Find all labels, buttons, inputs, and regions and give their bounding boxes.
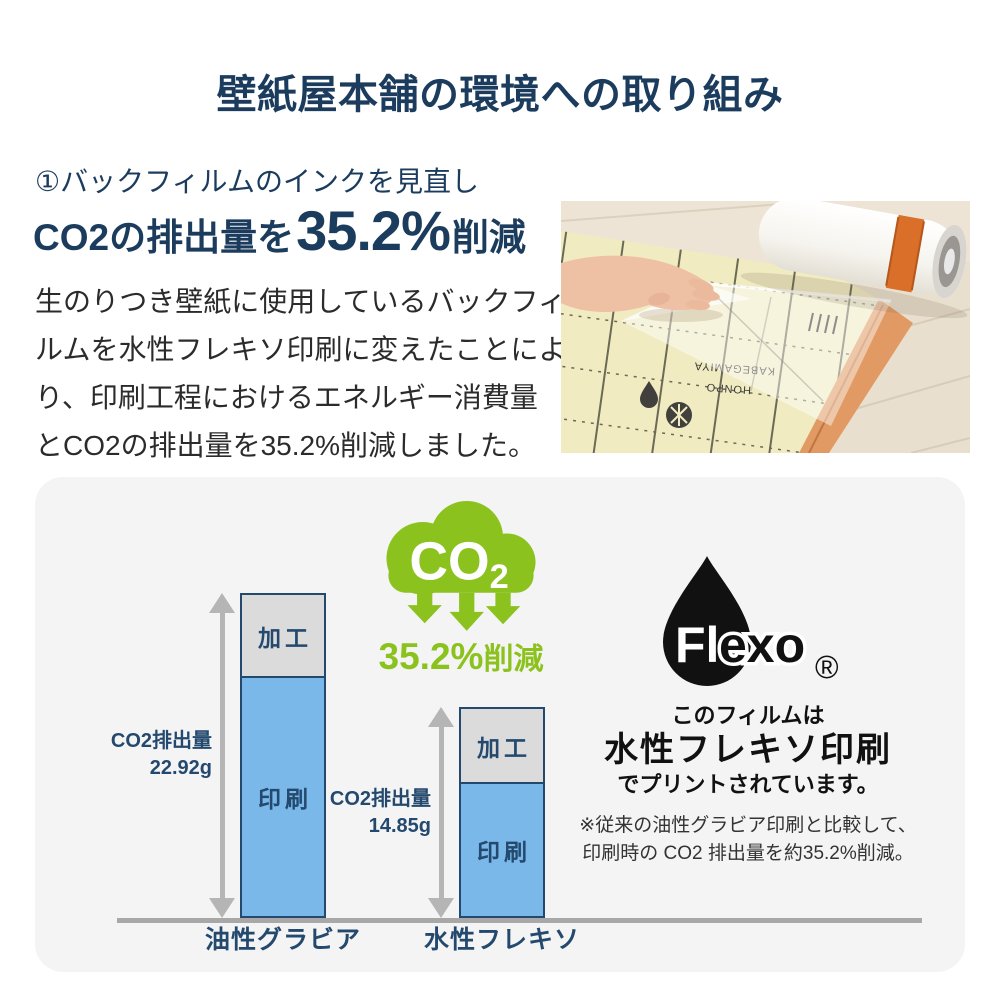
co2-cloud-sub: 2 xyxy=(490,558,509,596)
svg-text:CO2: CO2 xyxy=(409,532,508,596)
flexo-logo: Fl exo ® xyxy=(663,556,839,686)
category-label: 水性フレキソ xyxy=(423,926,580,954)
stat-suffix: 削減 xyxy=(451,217,526,258)
co2-cloud-text: CO xyxy=(409,532,489,591)
flexo-wordmark-fl: Fl xyxy=(675,617,719,673)
ink-droplet-icon xyxy=(663,556,751,686)
emission-value-label: CO2排出量 14.85g xyxy=(329,787,431,837)
reduction-suffix: 削減 xyxy=(483,643,544,676)
category-label: 油性グラビア xyxy=(204,926,361,954)
sheet-print-marks: KABEGAMIYA HONPO xyxy=(640,312,838,428)
bar-segment: 加工 xyxy=(242,594,324,677)
intro-paragraph: 生のりつき壁紙に使用しているバックフィ ルムを水性フレキソ印刷に変えたことによ … xyxy=(35,286,567,461)
co2-badge: CO2 35.2%削減 xyxy=(361,497,561,678)
chart-bar: 加工 印刷 xyxy=(459,707,545,918)
arrow-shaft xyxy=(438,722,444,903)
bar-segment: 加工 xyxy=(461,709,543,783)
measure-arrow xyxy=(209,592,235,918)
co2-cloud-icon: CO2 xyxy=(386,500,536,631)
co2-reduction-label: 35.2%削減 xyxy=(361,634,561,678)
flexo-note-1: ※従来の油性グラビア印刷と比較して、 xyxy=(579,815,917,836)
segment-label: 加工 xyxy=(258,624,312,651)
eco-panel: 加工 印刷 CO2排出量 22.92g 油性グラビア 加工 印刷 CO2排出量 14.85g… xyxy=(35,477,965,972)
segment-label: 印刷 xyxy=(477,839,531,866)
flexo-caption: このフィルムは 水性フレキソ印刷 でプリントされています。 ※従来の油性グラビア… xyxy=(495,703,1000,868)
registered-mark: ® xyxy=(815,649,839,685)
measure-arrow xyxy=(428,707,454,918)
segment-label: 加工 xyxy=(477,734,531,761)
bar-segment: 印刷 xyxy=(461,782,543,916)
hand xyxy=(561,255,723,322)
flexo-caption-line3: でプリントされています。 xyxy=(617,772,879,797)
arrow-shaft xyxy=(219,607,225,903)
flexo-caption-line2: 水性フレキソ印刷 xyxy=(604,731,892,769)
arrow-head xyxy=(209,897,235,918)
stat-prefix: CO2の排出量を xyxy=(33,217,295,258)
reduction-value: 35.2% xyxy=(378,636,484,677)
photo-illustration: KABEGAMIYA HONPO xyxy=(561,201,970,453)
arrow-head xyxy=(428,897,454,918)
bar-segment: 印刷 xyxy=(242,676,324,916)
chart-baseline xyxy=(117,918,922,923)
flexo-note-2: 印刷時の CO2 排出量を約35.2%削減。 xyxy=(582,843,914,864)
emission-value-label: CO2排出量 22.92g xyxy=(110,730,212,780)
film-roll xyxy=(740,201,968,319)
segment-label: 印刷 xyxy=(258,786,312,813)
page-title: 壁紙屋本舗の環境への取り組み xyxy=(216,73,784,117)
product-photo: KABEGAMIYA HONPO xyxy=(561,201,970,453)
flexo-caption-line1: このフィルムは xyxy=(671,703,825,728)
arrow-head xyxy=(209,592,235,613)
arrow-head xyxy=(428,707,454,728)
intro-heading: ①バックフィルムのインクを見直し xyxy=(35,166,479,197)
sheet-print-text-2: HONPO xyxy=(705,381,751,396)
flexo-wordmark-exo: exo xyxy=(719,617,805,673)
co2-stat-line: CO2の排出量を 35.2% 削減 xyxy=(33,198,526,263)
sheet-print-text-1: KABEGAMIYA xyxy=(693,359,775,377)
stat-value: 35.2% xyxy=(296,199,451,262)
chart-bar: 加工 印刷 xyxy=(240,592,326,918)
